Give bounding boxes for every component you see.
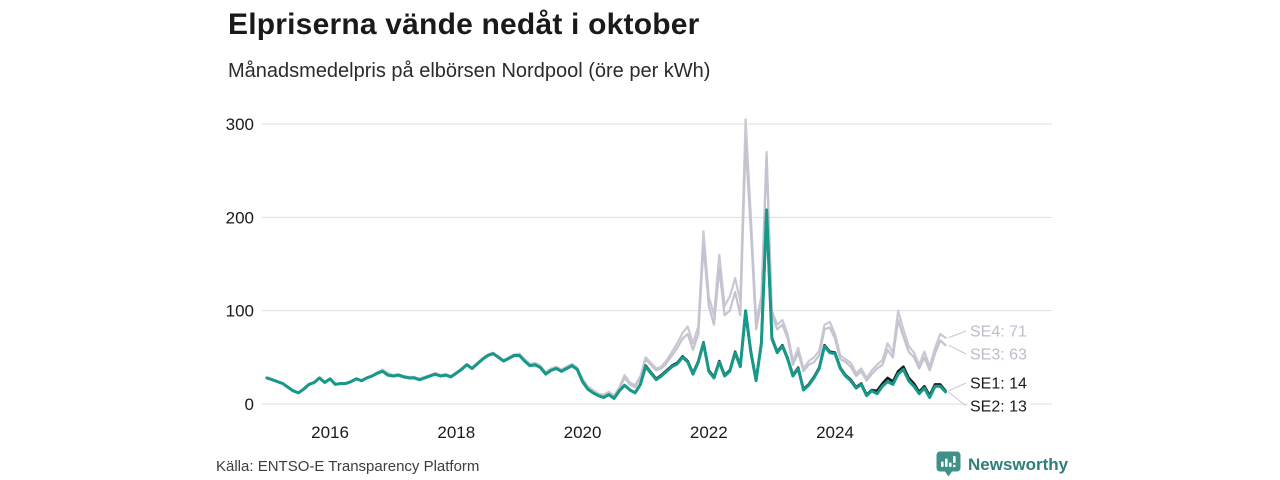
leader-line-se1	[948, 382, 967, 392]
y-tick-label: 100	[226, 302, 254, 321]
series-end-label-se4: SE4: 71	[970, 324, 1027, 341]
x-tick-label: 2022	[690, 423, 728, 442]
newsworthy-logo-icon	[936, 451, 961, 477]
x-tick-label: 2018	[437, 423, 475, 442]
series-end-label-se3: SE3: 63	[970, 347, 1027, 364]
series-end-label-se2: SE2: 13	[970, 399, 1027, 416]
series-line-se1	[265, 211, 947, 400]
chart-subtitle: Månadsmedelpris på elbörsen Nordpool (ör…	[228, 60, 711, 82]
x-tick-label: 2020	[564, 423, 602, 442]
end-label-bg-se3	[968, 344, 1030, 364]
series-line-se2	[265, 208, 947, 400]
end-label-bg-se2	[968, 396, 1030, 416]
y-tick-label: 0	[245, 395, 254, 414]
x-tick-label: 2016	[311, 423, 349, 442]
source-attribution: Källa: ENTSO-E Transparency Platform	[216, 458, 480, 475]
leader-line-se2	[948, 391, 967, 407]
series-end-label-se1: SE1: 14	[970, 376, 1027, 393]
y-tick-label: 200	[226, 208, 254, 227]
newsworthy-wordmark: Newsworthy	[968, 454, 1069, 474]
end-label-bg-se1	[968, 373, 1030, 393]
leader-line-se3	[948, 344, 967, 355]
leader-line-se4	[948, 330, 967, 339]
y-tick-label: 300	[226, 115, 254, 134]
end-label-bg-se4	[968, 321, 1030, 341]
series-line-se4	[265, 118, 947, 397]
x-tick-label: 2024	[816, 423, 854, 442]
newsworthy-brand: Newsworthy	[936, 451, 1068, 478]
page-title: Elpriserna vände nedåt i oktober	[228, 8, 700, 41]
